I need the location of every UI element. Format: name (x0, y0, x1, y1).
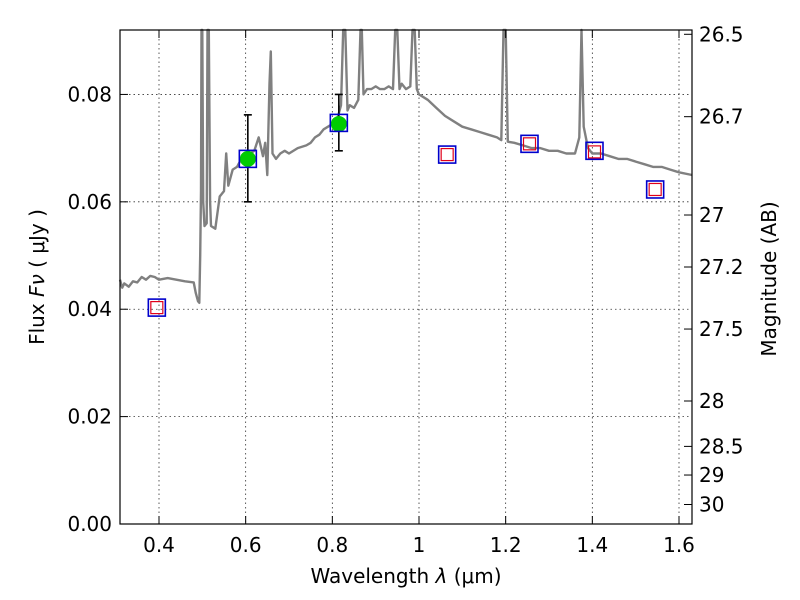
curve-layer (118, 28, 693, 304)
mag-tick-label: 26.5 (699, 22, 744, 46)
model-point (329, 113, 349, 133)
y-tick-label: 0.04 (67, 297, 112, 321)
y2-axis-label: Magnitude (AB) (757, 201, 781, 356)
x-tick-label: 1.4 (576, 533, 608, 557)
grid-layer (120, 30, 692, 524)
model-point (645, 180, 665, 199)
mag-tick-label: 27 (699, 203, 724, 227)
x-axis-label-symbol: λ (435, 564, 448, 588)
x-tick-label: 1.6 (663, 533, 695, 557)
upper-limit-point (150, 301, 164, 315)
mag-tick-label: 29 (699, 463, 724, 487)
marker-layer (147, 93, 665, 317)
upper-limit-point (522, 137, 537, 151)
model-point (437, 145, 457, 164)
model-spectrum-line (118, 28, 693, 304)
mag-tick-label: 28.5 (699, 434, 744, 458)
y-axis-label-text: Flux (25, 303, 49, 345)
x-axis-label: Wavelength λ (μm) (310, 564, 501, 588)
y-tick-label: 0.08 (67, 82, 112, 106)
mag-tick-label: 30 (699, 493, 724, 517)
x-tick-label: 1.2 (490, 533, 522, 557)
model-point (520, 134, 539, 154)
mag-tick-label: 28 (699, 389, 724, 413)
mag-tick-label: 26.7 (699, 105, 744, 129)
y-axis-label-symbol: Fν (25, 274, 49, 297)
tick-layer: 0.4 0.6 0.8 1 1.2 1.4 1.6 0.00 0.02 0.04 0.06 0.08 2… (67, 22, 743, 557)
y-tick-label: 0.06 (67, 190, 112, 214)
x-tick-label: 1 (413, 533, 426, 557)
x-axis-label-unit: (μm) (454, 564, 502, 588)
observed-point (239, 150, 256, 167)
x-tick-label: 0.8 (316, 533, 348, 557)
upper-limit-point (648, 182, 662, 197)
mag-tick-label: 27.2 (699, 255, 744, 279)
x-axis-label-text: Wavelength (310, 564, 429, 588)
upper-limit-point (440, 147, 454, 162)
x-tick-label: 0.6 (230, 533, 262, 557)
model-point (585, 141, 604, 161)
x-tick-label: 0.4 (143, 533, 175, 557)
plot-frame (119, 29, 693, 525)
mag-tick-label: 27.5 (699, 317, 744, 341)
observed-point (330, 115, 347, 132)
y-tick-label: 0.02 (67, 405, 112, 429)
y-tick-label: 0.00 (67, 512, 112, 536)
y-axis-label-unit: ( μJy ) (25, 209, 49, 268)
model-point (238, 149, 258, 169)
model-point (147, 298, 167, 317)
y-axis-label: Flux Fν ( μJy ) (25, 209, 49, 345)
upper-limit-point (587, 145, 602, 159)
